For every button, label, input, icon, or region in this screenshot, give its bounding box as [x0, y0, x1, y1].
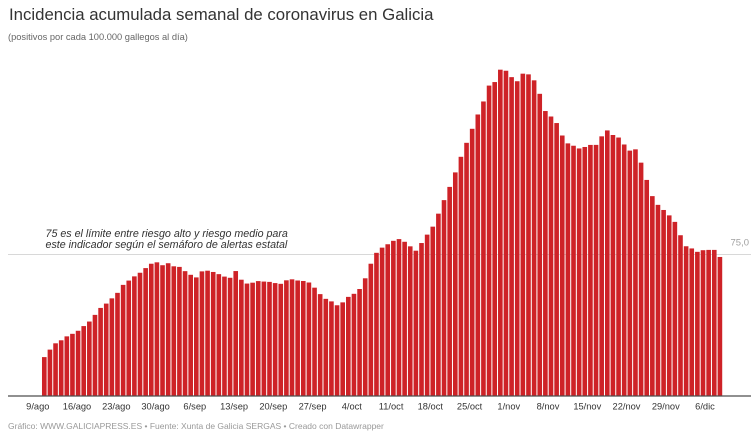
- svg-text:11/oct: 11/oct: [379, 402, 404, 412]
- svg-text:20/sep: 20/sep: [259, 402, 287, 412]
- svg-text:16/ago: 16/ago: [63, 402, 91, 412]
- svg-text:4/oct: 4/oct: [342, 402, 363, 412]
- svg-text:6/dic: 6/dic: [695, 402, 715, 412]
- svg-text:30/ago: 30/ago: [141, 402, 169, 412]
- svg-text:9/ago: 9/ago: [26, 402, 49, 412]
- svg-text:8/nov: 8/nov: [537, 402, 560, 412]
- svg-text:75,0: 75,0: [731, 238, 750, 249]
- svg-text:27/sep: 27/sep: [299, 402, 327, 412]
- svg-text:29/nov: 29/nov: [652, 402, 680, 412]
- svg-text:25/oct: 25/oct: [457, 402, 483, 412]
- svg-text:1/nov: 1/nov: [497, 402, 520, 412]
- svg-text:15/nov: 15/nov: [573, 402, 601, 412]
- svg-text:13/sep: 13/sep: [220, 402, 248, 412]
- svg-text:18/oct: 18/oct: [418, 402, 444, 412]
- svg-text:6/sep: 6/sep: [183, 402, 206, 412]
- svg-text:23/ago: 23/ago: [102, 402, 130, 412]
- svg-text:22/nov: 22/nov: [613, 402, 641, 412]
